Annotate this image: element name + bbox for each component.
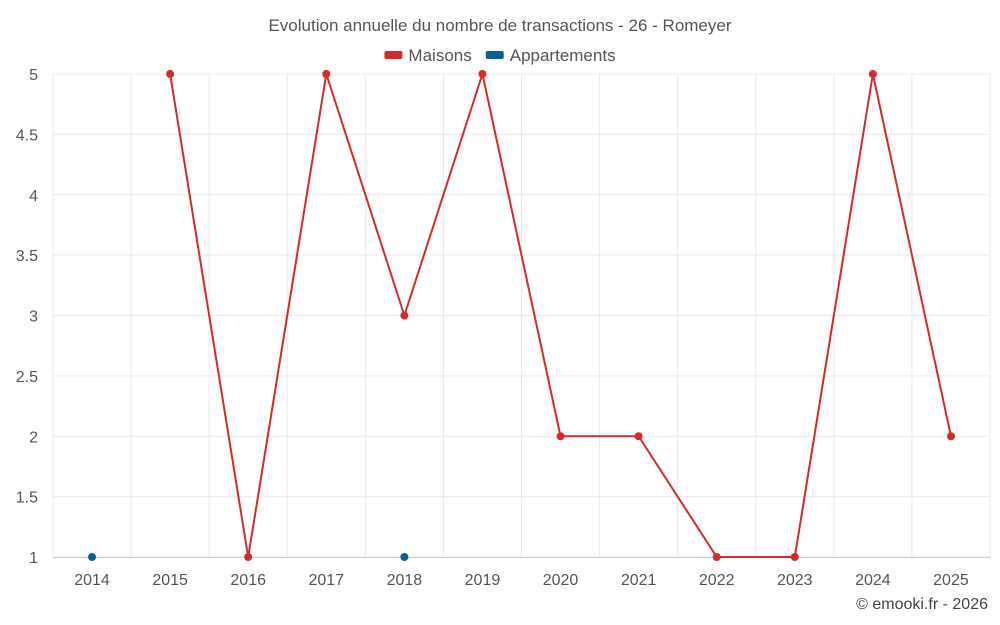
x-tick-label: 2017 — [308, 572, 344, 589]
data-point[interactable] — [244, 553, 253, 561]
y-tick-label: 4 — [29, 188, 38, 205]
legend-swatch — [485, 51, 504, 59]
legend: Maisons Appartements — [384, 46, 616, 65]
x-tick-label: 2020 — [543, 572, 579, 589]
data-point[interactable] — [400, 311, 409, 320]
credit-text: © emooki.fr - 2026 — [856, 596, 988, 613]
x-tick-label: 2025 — [933, 572, 969, 589]
x-tick-label: 2021 — [621, 572, 657, 589]
y-tick-label: 1 — [29, 550, 38, 567]
series-maisons — [166, 70, 955, 561]
y-tick-label: 1.5 — [16, 490, 38, 507]
legend-swatch — [384, 51, 403, 59]
data-point[interactable] — [634, 432, 643, 441]
legend-item-appartements[interactable]: Appartements — [485, 46, 616, 65]
data-point[interactable] — [712, 553, 721, 561]
y-tick-label: 5 — [29, 67, 38, 84]
data-point[interactable] — [400, 553, 409, 561]
legend-item-maisons[interactable]: Maisons — [384, 46, 472, 65]
y-tick-label: 2 — [29, 429, 38, 446]
x-tick-label: 2018 — [387, 572, 423, 589]
chart-title: Evolution annuelle du nombre de transact… — [268, 16, 731, 35]
grid — [52, 73, 991, 558]
x-axis: 2014 2015 2016 2017 2018 2019 2020 2021 2022 2023… — [53, 557, 990, 589]
data-point[interactable] — [88, 553, 97, 561]
series-appartements — [88, 553, 409, 561]
y-tick-label: 3.5 — [16, 248, 38, 265]
data-point[interactable] — [868, 70, 877, 78]
data-point[interactable] — [946, 432, 955, 441]
y-tick-label: 2.5 — [16, 369, 38, 386]
data-point[interactable] — [478, 70, 487, 78]
data-point[interactable] — [322, 70, 331, 78]
x-tick-label: 2015 — [152, 572, 188, 589]
legend-label: Appartements — [510, 46, 616, 65]
x-tick-label: 2019 — [465, 572, 501, 589]
data-point[interactable] — [790, 553, 799, 561]
legend-label: Maisons — [408, 46, 471, 65]
y-tick-label: 3 — [29, 309, 38, 326]
series-layer — [88, 70, 955, 561]
data-point[interactable] — [556, 432, 565, 441]
x-tick-label: 2014 — [74, 572, 110, 589]
x-tick-label: 2023 — [777, 572, 813, 589]
data-point[interactable] — [166, 70, 175, 78]
x-tick-label: 2022 — [699, 572, 735, 589]
y-tick-label: 4.5 — [16, 127, 38, 144]
x-tick-label: 2016 — [230, 572, 266, 589]
y-axis: 1 1.5 2 2.5 3 3.5 4 4.5 5 — [16, 67, 38, 567]
x-tick-label: 2024 — [855, 572, 891, 589]
